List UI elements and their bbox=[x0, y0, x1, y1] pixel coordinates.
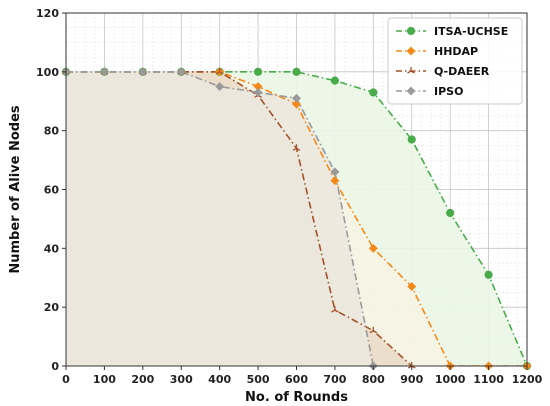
series-markers bbox=[61, 67, 532, 371]
legend-label-q-daeer: Q-DAEER bbox=[434, 65, 490, 78]
y-tick-label: 60 bbox=[44, 184, 60, 197]
data-point-itsa-uchse bbox=[484, 270, 493, 279]
x-tick-label: 400 bbox=[208, 373, 231, 386]
data-point-itsa-uchse bbox=[446, 208, 455, 218]
marker-spoke bbox=[292, 147, 297, 151]
data-point-hhdap bbox=[368, 243, 378, 253]
data-point-q-daeer bbox=[215, 67, 224, 75]
y-tick-label: 120 bbox=[36, 7, 59, 20]
marker-spoke bbox=[407, 70, 412, 74]
marker-spoke bbox=[369, 330, 374, 334]
data-point-q-daeer bbox=[369, 326, 378, 334]
data-point-ipso bbox=[215, 81, 225, 92]
x-tick-label: 100 bbox=[93, 373, 116, 386]
legend-marker bbox=[406, 26, 416, 36]
data-point-q-daeer bbox=[292, 144, 301, 151]
marker-spoke bbox=[373, 330, 378, 334]
marker-spoke bbox=[219, 71, 224, 75]
legend-box bbox=[387, 17, 523, 105]
x-tick-label: 0 bbox=[62, 373, 70, 386]
legend-marker bbox=[406, 46, 416, 56]
legend-label-itsa-uchse: ITSA-UCHSE bbox=[434, 25, 508, 38]
marker-spoke bbox=[296, 147, 301, 151]
legend-item: IPSO bbox=[396, 85, 463, 98]
x-axis-ticks: 0 100 200 300 400 500 600 700 800 900 1000 1100 1200 bbox=[62, 366, 543, 386]
legend-marker bbox=[407, 67, 415, 74]
data-point-ipso bbox=[253, 87, 263, 97]
legend: ITSA-UCHSE HHDAP Q-DAEER IPSO bbox=[387, 17, 523, 105]
data-point-hhdap bbox=[291, 99, 302, 109]
x-tick-label: 200 bbox=[131, 373, 154, 386]
data-point-ipso bbox=[330, 167, 340, 177]
legend-label-hhdap: HHDAP bbox=[434, 45, 478, 58]
y-tick-label: 100 bbox=[36, 66, 59, 79]
x-axis-title: No. of Rounds bbox=[245, 390, 348, 405]
marker-spoke bbox=[215, 71, 220, 75]
series-line-q-daeer bbox=[66, 71, 413, 366]
x-tick-label: 600 bbox=[285, 373, 308, 386]
x-tick-label: 800 bbox=[362, 373, 385, 386]
legend-swatch-q-daeer bbox=[396, 67, 426, 74]
data-point-ipso bbox=[291, 93, 302, 103]
data-point-itsa-uchse bbox=[253, 67, 263, 76]
legend-item: Q-DAEER bbox=[396, 65, 490, 78]
legend-swatch-ipso bbox=[396, 86, 426, 96]
y-tick-label: 20 bbox=[44, 301, 60, 314]
y-tick-label: 80 bbox=[44, 125, 60, 138]
data-point-q-daeer bbox=[331, 306, 339, 313]
y-axis-ticks: 0 20 40 60 80 100 120 bbox=[36, 7, 66, 373]
legend-swatch-hhdap bbox=[396, 46, 426, 56]
data-point-itsa-uchse bbox=[330, 76, 340, 85]
legend-item: ITSA-UCHSE bbox=[396, 25, 508, 38]
data-point-ipso bbox=[176, 67, 186, 77]
x-tick-label: 900 bbox=[400, 373, 423, 386]
legend-marker bbox=[406, 86, 416, 96]
legend-swatch-itsa-uchse bbox=[396, 26, 426, 36]
marker-spoke bbox=[410, 70, 415, 74]
x-tick-label: 1200 bbox=[512, 373, 543, 386]
x-tick-label: 300 bbox=[170, 373, 193, 386]
x-tick-label: 1000 bbox=[435, 373, 466, 386]
x-tick-label: 1100 bbox=[473, 373, 504, 386]
legend-item: HHDAP bbox=[396, 45, 478, 58]
data-point-itsa-uchse bbox=[292, 67, 301, 76]
data-point-itsa-uchse bbox=[407, 135, 416, 144]
marker-spoke bbox=[334, 309, 339, 313]
x-tick-label: 700 bbox=[323, 373, 346, 386]
data-point-ipso bbox=[99, 67, 109, 77]
data-point-itsa-uchse bbox=[369, 88, 378, 97]
marker-spoke bbox=[331, 309, 336, 313]
data-point-hhdap bbox=[407, 282, 417, 292]
data-point-ipso bbox=[138, 67, 148, 77]
y-tick-label: 40 bbox=[44, 242, 60, 255]
y-tick-label: 0 bbox=[51, 360, 59, 373]
data-point-hhdap bbox=[330, 176, 340, 186]
legend-label-ipso: IPSO bbox=[434, 85, 463, 98]
y-axis-title: Number of Alive Nodes bbox=[8, 105, 23, 274]
x-tick-label: 500 bbox=[247, 373, 270, 386]
